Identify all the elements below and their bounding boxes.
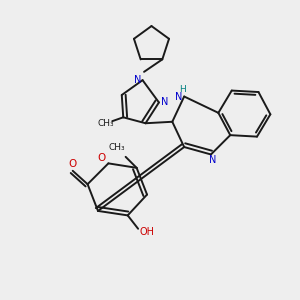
Text: N: N: [209, 155, 216, 165]
Text: O: O: [69, 159, 77, 169]
Text: H: H: [179, 85, 186, 94]
Text: CH₃: CH₃: [109, 142, 126, 152]
Text: N: N: [160, 98, 168, 107]
Text: O: O: [98, 153, 106, 163]
Text: N: N: [175, 92, 182, 101]
Text: OH: OH: [140, 227, 154, 237]
Text: N: N: [134, 75, 141, 85]
Text: CH₃: CH₃: [97, 119, 114, 128]
